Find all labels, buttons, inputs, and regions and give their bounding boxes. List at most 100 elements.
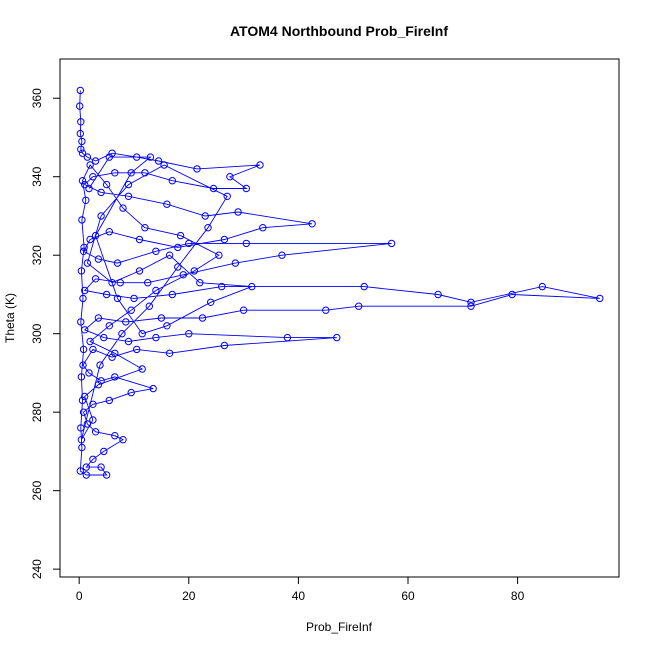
data-point (102, 180, 111, 189)
data-point (157, 314, 166, 322)
data-point (174, 263, 182, 271)
data-point (144, 279, 152, 287)
data-point (78, 396, 87, 405)
data-point (118, 330, 126, 338)
y-axis: 240 260 280 300 320 340 360 (30, 88, 61, 579)
plot-frame (59, 58, 620, 578)
data-point (242, 184, 251, 193)
data-point (97, 212, 105, 220)
data-point (105, 322, 114, 330)
data-point (81, 392, 89, 401)
data-point (79, 294, 87, 303)
x-tick-label: 80 (511, 589, 525, 603)
x-tick-label: 60 (401, 589, 415, 603)
data-point (360, 282, 368, 291)
data-point (141, 224, 149, 232)
y-tick-label: 340 (30, 166, 44, 186)
data-point (78, 177, 87, 185)
data-point (76, 86, 85, 95)
data-point (102, 471, 111, 479)
data-point (91, 231, 100, 240)
data-point (283, 333, 292, 342)
data-point (122, 318, 130, 326)
data-point (81, 326, 89, 334)
data-point (82, 471, 91, 479)
data-point (86, 161, 94, 169)
data-point (190, 267, 199, 275)
data-point (149, 384, 157, 393)
data-point (201, 212, 209, 220)
data-point (138, 365, 146, 373)
data-point (77, 436, 86, 444)
data-point (434, 290, 442, 299)
data-point (135, 235, 144, 244)
data-point (91, 275, 100, 283)
data-point (176, 231, 185, 240)
data-point (467, 302, 475, 310)
data-point (138, 330, 146, 338)
data-point (239, 306, 248, 314)
y-tick-label: 360 (30, 88, 44, 108)
data-point (77, 118, 85, 126)
x-axis: 0 20 40 60 80 (76, 576, 525, 603)
data-point (76, 467, 85, 475)
data-point (333, 333, 341, 342)
data-point (113, 294, 122, 303)
data-point (209, 184, 218, 193)
data-point (223, 192, 231, 201)
data-point (133, 153, 141, 161)
data-point (83, 259, 92, 267)
data-point (80, 243, 88, 252)
data-point (179, 271, 188, 279)
data-point (538, 282, 546, 291)
data-point (355, 302, 363, 310)
data-point (133, 345, 141, 354)
data-point (256, 161, 264, 169)
data-point (78, 443, 86, 452)
data-point (78, 149, 87, 157)
data-point (322, 306, 330, 314)
data-point (111, 169, 119, 177)
data-point (207, 298, 215, 306)
data-point (79, 247, 88, 256)
y-axis-label: Theta (K) (3, 293, 17, 343)
data-point (89, 455, 97, 463)
data-point (198, 314, 207, 322)
data-point (467, 298, 475, 306)
data-point (78, 137, 86, 146)
data-point (259, 224, 267, 232)
data-point (105, 153, 114, 161)
data-point (152, 247, 160, 256)
data-point (108, 279, 116, 287)
data-point (102, 290, 111, 299)
data-point (234, 208, 242, 216)
data-point (193, 165, 201, 173)
data-point (96, 361, 104, 369)
data-point (242, 239, 251, 248)
y-tick-label: 260 (30, 480, 44, 500)
data-point (78, 216, 86, 224)
data-point (77, 424, 85, 432)
data-point (127, 388, 135, 397)
data-point (215, 251, 223, 259)
data-point (127, 169, 135, 177)
data-point (86, 235, 94, 244)
data-point (89, 173, 97, 181)
data-point (278, 251, 286, 259)
data-point (111, 373, 119, 381)
y-tick-label: 280 (30, 402, 44, 422)
data-point (508, 290, 516, 299)
data-point (145, 302, 154, 310)
data-point (97, 463, 105, 471)
data-point (220, 235, 229, 244)
data-point (100, 447, 108, 456)
data-point (111, 349, 119, 357)
data-point (154, 157, 163, 165)
data-point (89, 416, 97, 424)
data-point (168, 177, 177, 185)
data-point (77, 267, 86, 275)
data-point (168, 290, 177, 299)
data-point (94, 255, 103, 263)
data-point (596, 294, 604, 303)
